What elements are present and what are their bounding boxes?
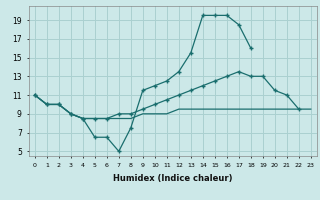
X-axis label: Humidex (Indice chaleur): Humidex (Indice chaleur) [113, 174, 233, 183]
